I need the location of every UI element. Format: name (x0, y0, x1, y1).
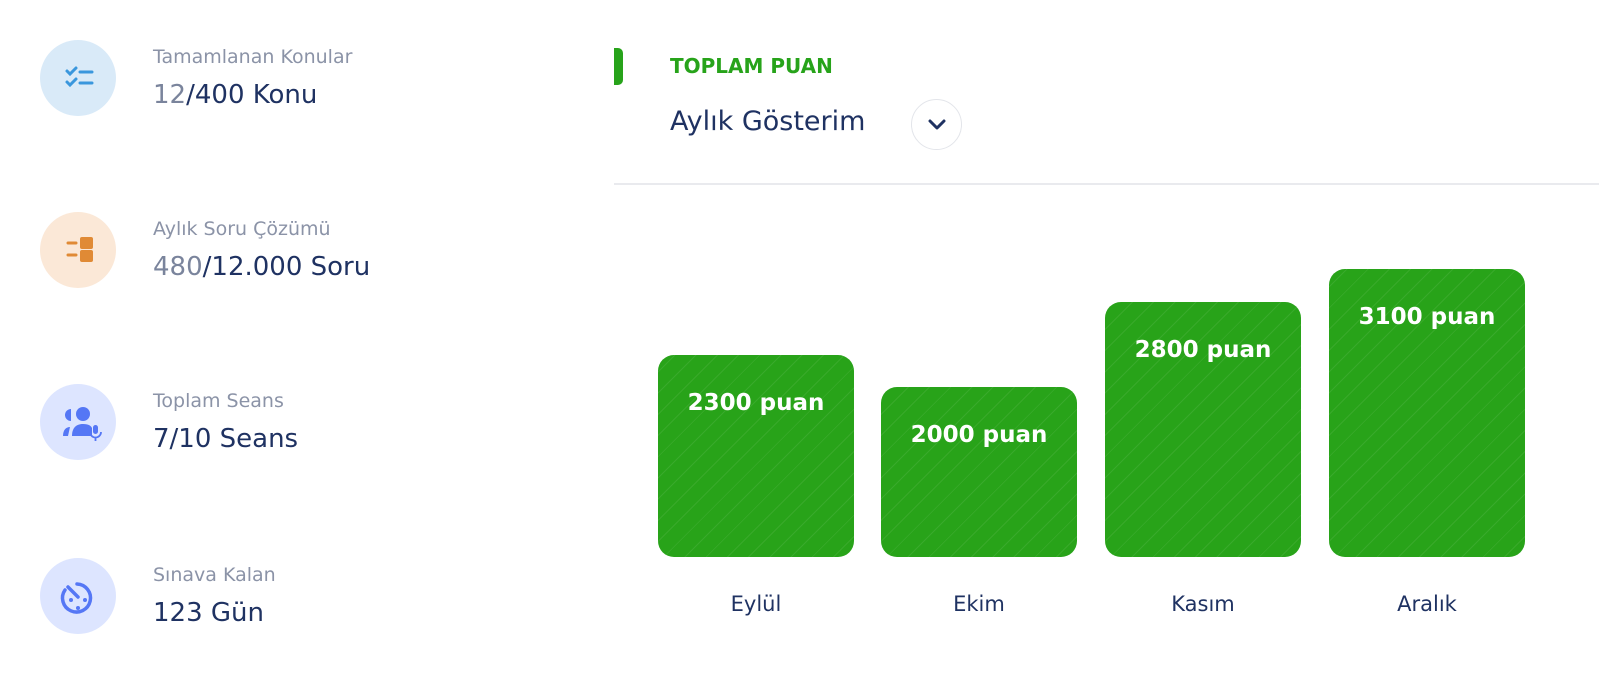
stat-label: Aylık Soru Çözümü (153, 218, 331, 240)
bar-data-label: 2800 puan (1134, 336, 1272, 363)
stat-total: 123 Gün (153, 598, 264, 628)
chevron-down-icon (928, 119, 945, 129)
bar-data-label: 2000 puan (910, 422, 1048, 449)
x-tick-label: Ekim (953, 592, 1005, 616)
checklist-icon (40, 40, 116, 116)
stat-total: /400 Konu (186, 80, 318, 110)
divider (614, 183, 1599, 185)
stat-item: Tamamlanan Konular 12/400 Konu (40, 40, 352, 116)
stat-label: Tamamlanan Konular (153, 46, 353, 68)
stat-current: 480 (153, 252, 203, 282)
panel-title: TOPLAM PUAN (670, 54, 833, 78)
stat-value: 12/400 Konu (153, 80, 352, 110)
users-mic-icon (40, 384, 116, 460)
stat-current: 12 (153, 80, 187, 110)
stat-value: 7/10 Seans (153, 424, 298, 454)
bar-1: 2000 puan (881, 387, 1077, 557)
bar-2: 2800 puan (1105, 301, 1301, 557)
x-tick-label: Eylül (730, 592, 782, 616)
stat-label: Sınava Kalan (153, 564, 276, 586)
stat-total: /12.000 Soru (202, 252, 371, 282)
timer-icon (40, 558, 116, 634)
stat-value: 480/12.000 Soru (153, 252, 370, 282)
stat-item: Aylık Soru Çözümü 480/12.000 Soru (40, 212, 370, 288)
stat-item: Toplam Seans 7/10 Seans (40, 384, 298, 460)
bar-data-label: 2300 puan (687, 390, 825, 417)
x-tick-label: Aralık (1397, 592, 1457, 616)
bar-0: 2300 puan (658, 355, 854, 557)
view-mode-dropdown[interactable] (911, 99, 962, 150)
stat-total: 7/10 Seans (153, 424, 299, 454)
bar-data-label: 3100 puan (1358, 304, 1496, 331)
question-blocks-icon (40, 212, 116, 288)
stat-label: Toplam Seans (153, 390, 284, 412)
stat-item: Sınava Kalan 123 Gün (40, 558, 276, 634)
stat-value: 123 Gün (153, 598, 276, 628)
panel-accent (614, 48, 623, 85)
bar-3: 3100 puan (1329, 269, 1525, 557)
x-tick-label: Kasım (1171, 592, 1235, 616)
view-mode-label: Aylık Gösterim (670, 106, 866, 137)
